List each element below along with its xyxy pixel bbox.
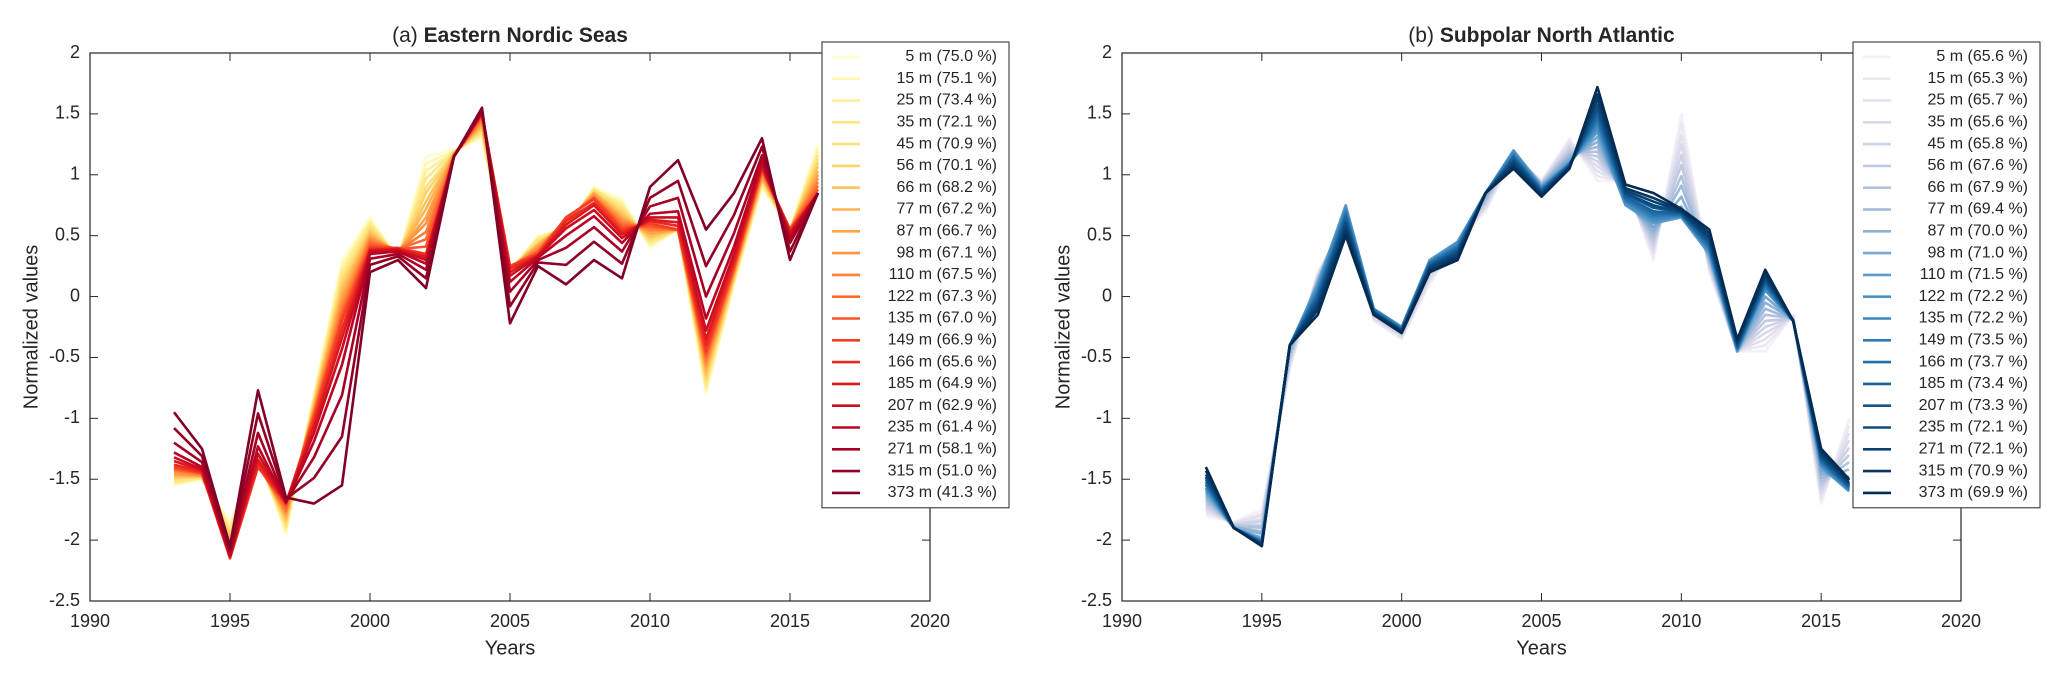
y-tick-label: -2.5 — [49, 590, 80, 610]
x-tick-label: 2005 — [490, 611, 530, 631]
y-tick-label: -1.5 — [49, 468, 80, 488]
x-axis-label: Years — [1516, 637, 1566, 659]
y-tick-label: 2 — [1102, 42, 1112, 62]
legend-label: 87 m (66.7 %) — [897, 223, 997, 240]
legend-label: 35 m (72.1 %) — [897, 114, 997, 131]
chart-title: (a) Eastern Nordic Seas — [392, 24, 628, 47]
legend-label: 15 m (65.3 %) — [1928, 70, 2028, 87]
x-tick-label: 2015 — [1801, 611, 1841, 631]
legend-label: 166 m (73.7 %) — [1919, 353, 2028, 370]
y-tick-label: -2 — [1096, 529, 1112, 549]
panel: -2.5 -2 -1.5 -1 -0.5 0 0.5 1 1.5 2 1990 1995 2000 200… — [1052, 24, 2041, 659]
x-tick-label: 1990 — [1102, 611, 1142, 631]
series-line — [1204, 85, 1851, 548]
legend-label: 87 m (70.0 %) — [1928, 223, 2028, 240]
legend-label: 235 m (61.4 %) — [888, 419, 997, 436]
legend-label: 135 m (67.0 %) — [888, 310, 997, 327]
plot-area — [90, 53, 930, 601]
x-tick-label: 1995 — [210, 611, 250, 631]
x-tick-label: 2020 — [910, 611, 950, 631]
legend-label: 149 m (66.9 %) — [888, 332, 997, 349]
y-tick-label: 0.5 — [55, 224, 80, 244]
panel-label: (b) — [1408, 24, 1434, 47]
legend-label: 185 m (73.4 %) — [1919, 375, 2028, 392]
x-tick-label: 2005 — [1521, 611, 1561, 631]
y-tick-label: -0.5 — [49, 346, 80, 366]
y-tick-label: 0.5 — [1087, 224, 1112, 244]
legend-label: 5 m (65.6 %) — [1936, 48, 2028, 65]
y-tick-label: 1 — [70, 164, 80, 184]
title-text: Subpolar North Atlantic — [1440, 24, 1675, 47]
legend-label: 122 m (72.2 %) — [1919, 288, 2028, 305]
legend-label: 271 m (72.1 %) — [1919, 441, 2028, 458]
x-tick-label: 2000 — [350, 611, 390, 631]
chart-title: (b) Subpolar North Atlantic — [1408, 24, 1675, 47]
legend-label: 166 m (65.6 %) — [888, 353, 997, 370]
title-text: Eastern Nordic Seas — [424, 24, 628, 47]
y-tick-label: 0 — [70, 285, 80, 305]
panel: -2.5 -2 -1.5 -1 -0.5 0 0.5 1 1.5 2 1990 1995 2000 200… — [20, 24, 1010, 659]
legend-label: 122 m (67.3 %) — [888, 288, 997, 305]
legend-label: 207 m (73.3 %) — [1919, 397, 2028, 414]
legend-label: 35 m (65.6 %) — [1928, 114, 2028, 131]
panel-label: (a) — [392, 24, 418, 47]
legend-label: 110 m (67.5 %) — [889, 266, 997, 283]
y-tick-label: -1.5 — [1081, 468, 1112, 488]
series-line — [172, 106, 820, 548]
y-tick-label: 2 — [70, 42, 80, 62]
y-tick-label: -2 — [64, 529, 80, 549]
y-tick-label: -0.5 — [1081, 346, 1112, 366]
legend-label: 135 m (72.2 %) — [1919, 310, 2028, 327]
x-tick-label: 2010 — [1661, 611, 1701, 631]
legend-label: 66 m (68.2 %) — [897, 179, 997, 196]
legend-label: 15 m (75.1 %) — [897, 70, 997, 87]
y-tick-label: -2.5 — [1081, 590, 1112, 610]
legend-label: 149 m (73.5 %) — [1919, 332, 2028, 349]
legend-label: 373 m (69.9 %) — [1919, 484, 2028, 501]
legend-label: 271 m (58.1 %) — [888, 441, 997, 458]
legend-label: 5 m (75.0 %) — [905, 48, 997, 65]
y-axis-label: Normalized values — [20, 245, 42, 410]
x-tick-label: 1995 — [1242, 611, 1282, 631]
legend-label: 77 m (67.2 %) — [897, 201, 997, 218]
legend-label: 56 m (70.1 %) — [897, 157, 997, 174]
y-tick-label: 1.5 — [55, 103, 80, 123]
legend-label: 25 m (65.7 %) — [1928, 92, 2028, 109]
legend-label: 45 m (70.9 %) — [897, 135, 997, 152]
x-tick-label: 2020 — [1941, 611, 1981, 631]
legend-label: 207 m (62.9 %) — [888, 397, 997, 414]
y-axis-label: Normalized values — [1052, 245, 1074, 410]
x-tick-label: 2000 — [1382, 611, 1422, 631]
y-tick-label: -1 — [1096, 407, 1112, 427]
legend-label: 66 m (67.9 %) — [1928, 179, 2028, 196]
legend: 5 m (65.6 %) 15 m (65.3 %) 25 m (65.7 %) 35… — [1852, 41, 2041, 509]
legend-label: 77 m (69.4 %) — [1928, 201, 2028, 218]
legend-label: 56 m (67.6 %) — [1928, 157, 2028, 174]
legend-label: 98 m (67.1 %) — [897, 244, 997, 261]
legend-label: 98 m (71.0 %) — [1928, 244, 2028, 261]
x-tick-label: 2015 — [770, 611, 810, 631]
legend-label: 25 m (73.4 %) — [897, 92, 997, 109]
y-tick-label: 1 — [1102, 164, 1112, 184]
x-tick-label: 2010 — [630, 611, 670, 631]
y-tick-label: 1.5 — [1087, 103, 1112, 123]
legend-label: 315 m (51.0 %) — [888, 462, 997, 479]
y-tick-label: 0 — [1102, 285, 1112, 305]
legend-label: 315 m (70.9 %) — [1919, 462, 2028, 479]
legend-label: 45 m (65.8 %) — [1928, 135, 2028, 152]
y-tick-label: -1 — [64, 407, 80, 427]
x-axis-label: Years — [485, 637, 535, 659]
legend-label: 110 m (71.5 %) — [1920, 266, 2028, 283]
x-tick-label: 1990 — [70, 611, 110, 631]
legend-label: 373 m (41.3 %) — [888, 484, 997, 501]
legend: 5 m (75.0 %) 15 m (75.1 %) 25 m (73.4 %) 35… — [821, 41, 1010, 509]
legend-label: 185 m (64.9 %) — [888, 375, 997, 392]
legend-label: 235 m (72.1 %) — [1919, 419, 2028, 436]
